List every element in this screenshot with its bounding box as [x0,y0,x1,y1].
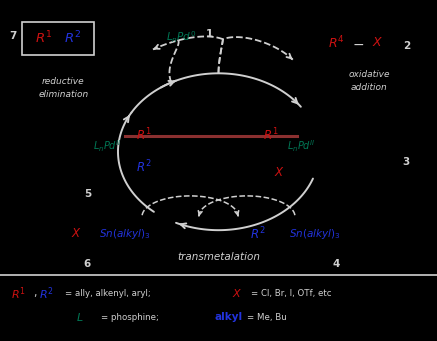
Text: reductive: reductive [42,76,85,86]
Text: = phosphine;: = phosphine; [101,313,158,322]
Text: $L_n Pd^{II}$: $L_n Pd^{II}$ [287,139,316,154]
Text: ,: , [33,288,36,298]
Text: $X$: $X$ [372,36,384,49]
Text: $R^1$: $R^1$ [35,30,52,46]
Text: $L_n Pd^0$: $L_n Pd^0$ [166,30,197,45]
Text: 3: 3 [403,157,410,167]
Text: $R^1$: $R^1$ [263,127,279,143]
Text: oxidative: oxidative [349,70,390,79]
Text: 5: 5 [84,189,91,199]
Text: 4: 4 [333,259,340,269]
Text: transmetalation: transmetalation [177,252,260,263]
Text: $X$: $X$ [71,227,82,240]
Text: $R^1$: $R^1$ [11,285,26,301]
Text: $L$: $L$ [76,311,84,323]
Text: alkyl: alkyl [214,312,242,322]
Text: $R^2$: $R^2$ [64,30,80,46]
Text: $R^2$: $R^2$ [250,225,266,242]
Text: 7: 7 [10,31,17,41]
Text: $R^4$: $R^4$ [328,34,345,51]
Text: $X$: $X$ [232,287,242,299]
Text: $R^1$: $R^1$ [136,127,152,143]
Text: addition: addition [351,83,388,92]
Text: $Sn(alkyl)_3$: $Sn(alkyl)_3$ [99,226,150,241]
Text: $-$: $-$ [352,36,364,51]
Text: $X$: $X$ [274,166,285,179]
Text: 2: 2 [403,41,410,51]
Text: $Sn(alkyl)_3$: $Sn(alkyl)_3$ [289,226,340,241]
Text: $L_n Pd^{II}$: $L_n Pd^{II}$ [93,139,121,154]
Text: = Cl, Br, I, OTf, etc: = Cl, Br, I, OTf, etc [251,289,332,298]
Text: = Me, Bu: = Me, Bu [247,313,287,322]
Text: 6: 6 [84,259,91,269]
Text: elimination: elimination [38,90,88,99]
Text: $R^2$: $R^2$ [136,159,152,175]
Text: = ally, alkenyl, aryl;: = ally, alkenyl, aryl; [65,289,150,298]
Text: 1: 1 [206,29,213,39]
Text: $R^2$: $R^2$ [39,285,54,301]
